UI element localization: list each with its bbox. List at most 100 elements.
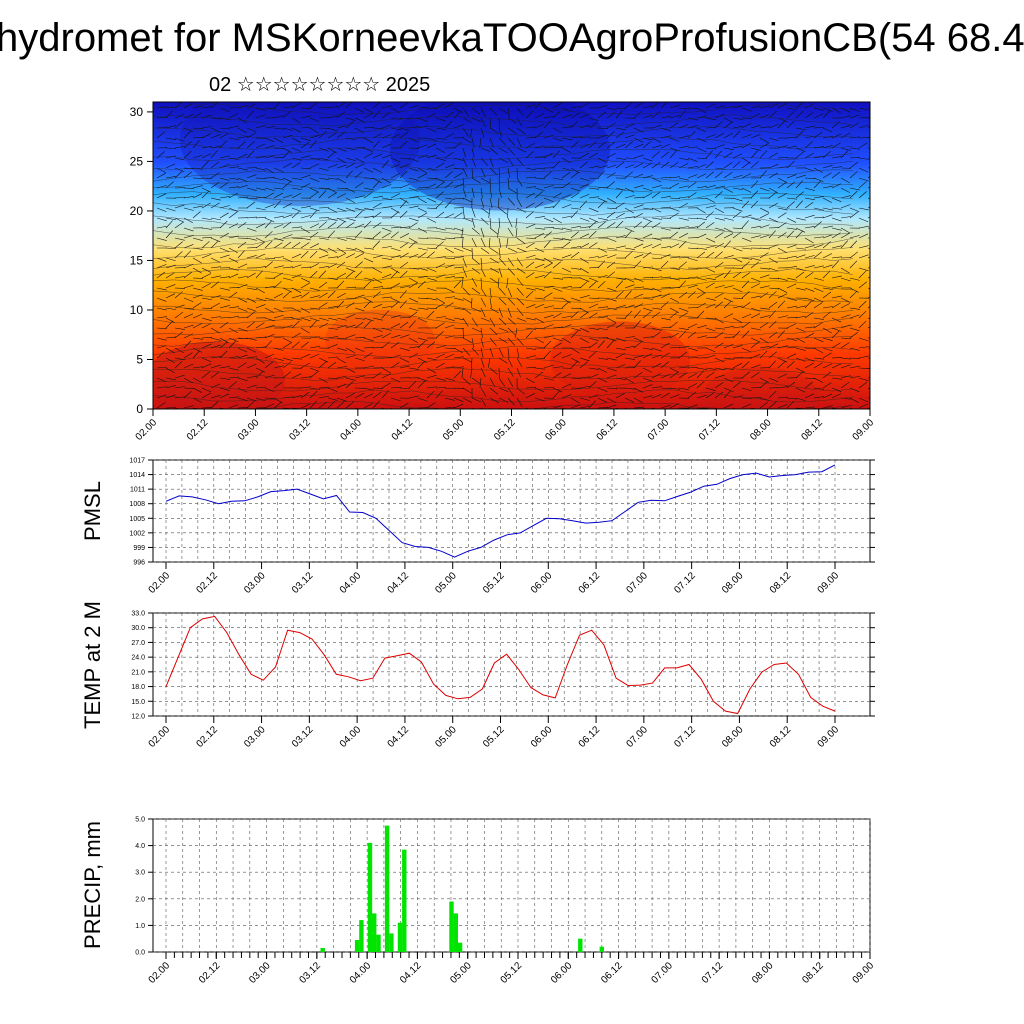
wind-barb	[156, 264, 167, 269]
wind-barb	[804, 287, 815, 292]
wind-barb	[732, 326, 743, 329]
wind-barb	[201, 190, 210, 199]
wind-barb	[165, 272, 175, 279]
wind-barb	[156, 126, 167, 129]
wind-barb	[363, 277, 374, 281]
wind-barb	[462, 157, 468, 168]
wind-barb	[480, 167, 486, 178]
wind-barb	[435, 345, 446, 349]
wind-barb	[201, 297, 212, 301]
wind-barb	[570, 141, 579, 149]
wind-barb	[840, 337, 851, 340]
wind-barb	[705, 277, 716, 280]
wind-barb	[507, 137, 516, 146]
wind-barb	[381, 382, 391, 389]
wind-barb	[327, 230, 335, 239]
wind-barb	[264, 145, 275, 149]
wind-barb	[309, 390, 318, 399]
wind-barb	[309, 207, 320, 212]
wind-barb	[723, 233, 734, 239]
wind-barb	[228, 211, 238, 219]
wind-barb	[840, 277, 851, 282]
wind-barb	[372, 180, 381, 189]
wind-barb	[552, 257, 563, 262]
wind-barb	[561, 215, 572, 219]
wind-barb	[246, 307, 257, 312]
wind-barb	[624, 345, 635, 349]
wind-barb	[255, 167, 266, 171]
wind-barb	[651, 185, 662, 189]
wind-barb	[336, 237, 347, 241]
wind-barb	[615, 322, 625, 329]
pmsl-frame	[152, 459, 871, 563]
wind-barb	[813, 251, 822, 259]
wind-barb	[354, 127, 364, 134]
wind-barb	[237, 307, 248, 312]
wind-barb	[156, 237, 167, 241]
wind-barb	[687, 347, 698, 351]
wind-barb	[849, 260, 858, 269]
wind-barb	[165, 247, 176, 250]
wind-barb	[390, 323, 401, 329]
pmsl-ytick-label: 1017	[129, 458, 145, 465]
wind-barb	[840, 303, 851, 309]
wind-barb	[678, 107, 689, 110]
wind-barb	[732, 145, 743, 149]
wind-barb	[768, 301, 778, 309]
wind-barb	[660, 301, 669, 309]
wind-barb	[849, 307, 860, 310]
wind-barb	[246, 141, 255, 149]
wind-barb	[354, 270, 363, 279]
wind-barb	[642, 367, 653, 373]
wind-barb	[768, 230, 776, 239]
heatmap-xtick-label: 06.12	[595, 417, 621, 443]
wind-barb	[318, 167, 329, 171]
wind-barb	[336, 324, 347, 329]
wind-barb	[633, 111, 642, 119]
wind-barb	[597, 104, 608, 109]
wind-barb	[246, 397, 257, 402]
wind-barb	[165, 137, 176, 140]
wind-barb	[417, 106, 428, 109]
wind-barb	[768, 217, 779, 223]
wind-barb	[480, 207, 490, 215]
wind-barb	[201, 202, 211, 209]
wind-barb	[786, 361, 795, 369]
contour-line	[153, 103, 854, 116]
wind-barb	[471, 307, 482, 313]
wind-barb	[534, 297, 545, 300]
wind-barb	[660, 227, 671, 231]
wind-barb	[426, 390, 435, 399]
wind-barb	[651, 191, 661, 199]
wind-barb	[237, 127, 247, 134]
wind-barb	[849, 314, 860, 319]
wind-barb	[858, 233, 869, 239]
wind-barb	[336, 187, 347, 190]
wind-barb	[300, 317, 311, 322]
wind-barb	[318, 281, 328, 289]
wind-barb	[219, 287, 230, 291]
wind-barb	[507, 127, 517, 134]
wind-barb	[444, 227, 455, 230]
precip-ytick-label: 0.0	[135, 950, 145, 957]
wind-barb	[210, 202, 220, 209]
wind-barb	[552, 237, 563, 240]
wind-barb	[741, 214, 752, 219]
wind-barb	[615, 131, 625, 139]
wind-barb	[408, 253, 419, 259]
wind-barb	[237, 362, 247, 369]
wind-barb	[219, 387, 230, 391]
wind-barb	[786, 230, 795, 239]
wind-barb	[750, 337, 761, 343]
wind-barb	[228, 257, 239, 263]
wind-barb	[354, 147, 366, 149]
wind-barb	[858, 377, 869, 382]
wind-barb	[246, 237, 257, 241]
wind-barb	[804, 272, 814, 279]
wind-barb	[777, 373, 788, 379]
wind-barb	[732, 130, 741, 139]
temp-xtick-label: 06.12	[577, 724, 603, 750]
contour-line	[153, 356, 854, 370]
wind-barb	[381, 273, 392, 279]
wind-barb	[579, 233, 590, 239]
